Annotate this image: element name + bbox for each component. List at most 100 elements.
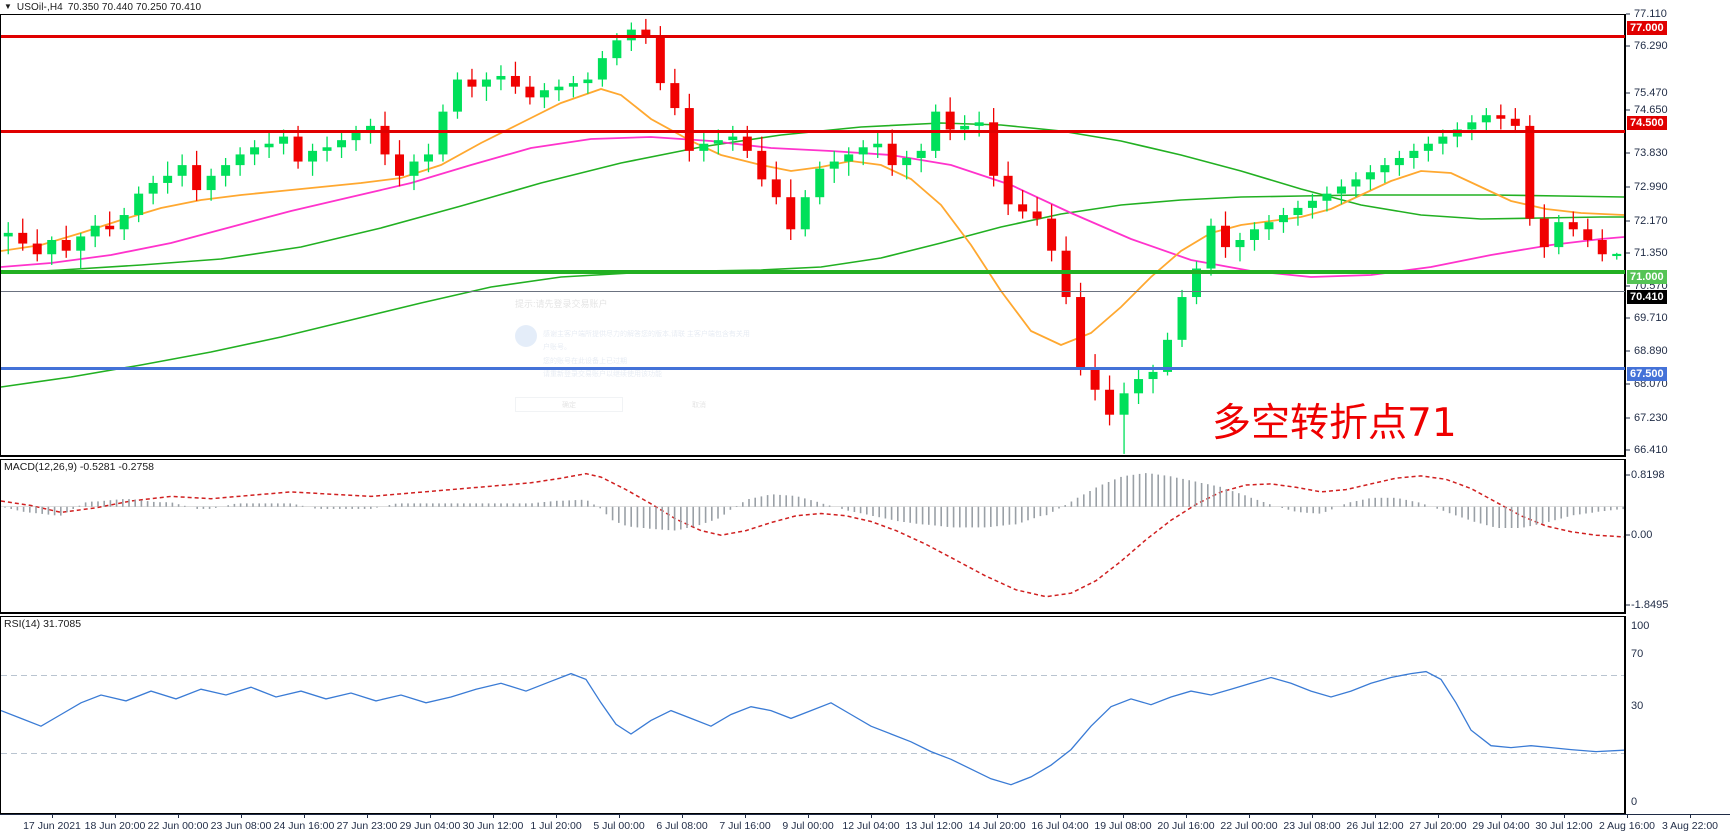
time-axis-tick-label: 19 Jul 08:00 [1094, 820, 1152, 832]
time-axis-tick [1060, 814, 1061, 818]
level-line-resistance-74-5[interactable] [1, 130, 1626, 133]
macd-title-label: MACD(12,26,9) -0.5281 -0.2758 [4, 461, 154, 473]
time-axis-tick-label: 29 Jul 04:00 [1472, 820, 1530, 832]
chart-annotation-text[interactable]: 多空转折点71 [1212, 401, 1457, 446]
time-axis-tick-label: 22 Jun 00:00 [147, 820, 209, 832]
price-chart-panel[interactable]: 提示:请先登录交易账户 感谢主客户端所提供尽力的解答您的版本,请联 主客户端包含… [0, 14, 1626, 457]
price-axis-tick-label: 67.230 [1634, 412, 1668, 424]
chart-titlebar: ▼ USOil-,H4 70.350 70.440 70.250 70.410 [0, 0, 1730, 14]
time-axis-tick [1690, 814, 1691, 818]
time-axis-tick [115, 814, 116, 818]
axis-tick [1626, 534, 1630, 536]
time-axis-tick [745, 814, 746, 818]
axis-tick [1626, 152, 1630, 154]
axis-tick [1626, 13, 1630, 15]
ohlc-values: 70.350 70.440 70.250 70.410 [67, 1, 202, 13]
price-tag-last-price-70_41[interactable]: 70.410 [1627, 290, 1667, 304]
price-axis-tick-label: 73.830 [1634, 147, 1668, 159]
level-line-resistance-77[interactable] [1, 35, 1626, 38]
time-axis-tick [430, 814, 431, 818]
time-axis-tick-label: 23 Jun 08:00 [210, 820, 272, 832]
symbol-label: USOil-,H4 [16, 1, 63, 13]
time-axis-tick [1564, 814, 1565, 818]
price-plot [1, 88, 1624, 388]
time-axis-tick-label: 16 Jul 04:00 [1031, 820, 1089, 832]
time-axis-tick-label: 13 Jul 12:00 [905, 820, 963, 832]
time-axis-tick [808, 814, 809, 818]
time-axis-tick [1249, 814, 1250, 818]
rsi-panel[interactable] [0, 616, 1625, 814]
price-axis-tick-label: 75.470 [1634, 87, 1668, 99]
rsi-axis-tick-label: 30 [1631, 700, 1644, 712]
time-axis-tick-label: 27 Jul 20:00 [1409, 820, 1467, 832]
rsi-axis-tick-label: 100 [1631, 620, 1650, 632]
time-axis-tick-label: 18 Jun 20:00 [84, 820, 146, 832]
time-axis-tick-label: 26 Jul 12:00 [1346, 820, 1404, 832]
level-line-support-67-5[interactable] [1, 367, 1626, 370]
time-axis-tick [304, 814, 305, 818]
axis-tick [1626, 92, 1630, 94]
time-axis-tick-label: 20 Jul 16:00 [1157, 820, 1215, 832]
price-axis-tick-label: 72.990 [1634, 181, 1668, 193]
rsi-plot [1, 670, 1624, 786]
time-axis-tick [1627, 814, 1628, 818]
time-axis[interactable]: 17 Jun 2021 18 Jun 20:00 22 Jun 00:00 23 Ju… [0, 814, 1730, 838]
time-axis-tick [871, 814, 872, 818]
axis-tick [1626, 317, 1630, 319]
axis-tick [1626, 186, 1630, 188]
time-axis-tick-label: 30 Jul 12:00 [1535, 820, 1593, 832]
level-line-last-price[interactable] [1, 291, 1626, 292]
time-axis-tick [367, 814, 368, 818]
rsi-axis-tick-label: 0 [1631, 796, 1638, 808]
price-axis[interactable]: 77.110 76.290 75.470 74.650 73.830 72.990 72.1… [1625, 8, 1730, 457]
time-axis-tick [1438, 814, 1439, 818]
time-axis-tick-label: 12 Jul 04:00 [842, 820, 900, 832]
axis-tick [1626, 417, 1630, 419]
time-axis-tick-label: 23 Jul 08:00 [1283, 820, 1341, 832]
time-axis-tick-label: 3 Aug 22:00 [1661, 820, 1719, 832]
time-axis-tick [493, 814, 494, 818]
axis-tick [1626, 45, 1630, 47]
time-axis-tick-label: 24 Jun 16:00 [273, 820, 335, 832]
time-axis-tick-label: 5 Jul 00:00 [593, 820, 645, 832]
price-tag-resistance-77[interactable]: 77.000 [1627, 21, 1667, 35]
time-axis-tick-label: 6 Jul 08:00 [656, 820, 708, 832]
macd-panel[interactable] [0, 459, 1625, 614]
time-axis-tick-label: 29 Jun 04:00 [399, 820, 461, 832]
macd-axis-tick-label: -1.8495 [1631, 599, 1669, 611]
time-axis-tick [682, 814, 683, 818]
axis-tick [1626, 383, 1630, 385]
axis-tick [1626, 604, 1630, 606]
time-axis-tick [1375, 814, 1376, 818]
price-tag-support-67_5[interactable]: 67.500 [1627, 367, 1667, 381]
price-axis-tick-label: 77.110 [1634, 8, 1667, 20]
rsi-axis[interactable]: 100 70 30 0 [1625, 616, 1730, 814]
time-axis-tick-label: 1 Jul 20:00 [530, 820, 582, 832]
time-axis-tick-label: 14 Jul 20:00 [968, 820, 1026, 832]
axis-tick [1626, 285, 1630, 287]
price-axis-tick-label: 66.410 [1634, 444, 1668, 456]
time-axis-tick [1123, 814, 1124, 818]
time-axis-tick [556, 814, 557, 818]
price-axis-tick-label: 74.650 [1634, 104, 1668, 116]
level-line-pivot-71[interactable] [1, 270, 1626, 274]
price-axis-tick-label: 68.070 [1634, 378, 1668, 390]
price-axis-tick-label: 68.890 [1634, 345, 1668, 357]
rsi-title-label: RSI(14) 31.7085 [4, 618, 82, 630]
axis-tick [1626, 474, 1630, 476]
time-axis-tick [619, 814, 620, 818]
chevron-down-icon[interactable]: ▼ [4, 2, 12, 11]
price-tag-resistance-74_5[interactable]: 74.500 [1627, 116, 1667, 130]
time-axis-baseline [0, 814, 1730, 815]
price-axis-tick-label: 71.350 [1634, 247, 1668, 259]
time-axis-tick [934, 814, 935, 818]
axis-tick [1626, 350, 1630, 352]
macd-axis[interactable]: 0.8198 0.00 -1.8495 [1625, 459, 1730, 614]
price-tag-pivot-71[interactable]: 71.000 [1627, 270, 1667, 284]
axis-tick [1626, 449, 1630, 451]
time-axis-tick [52, 814, 53, 818]
macd-axis-tick-label: 0.00 [1631, 529, 1653, 541]
time-axis-tick [178, 814, 179, 818]
time-axis-tick-label: 17 Jun 2021 [23, 820, 81, 832]
